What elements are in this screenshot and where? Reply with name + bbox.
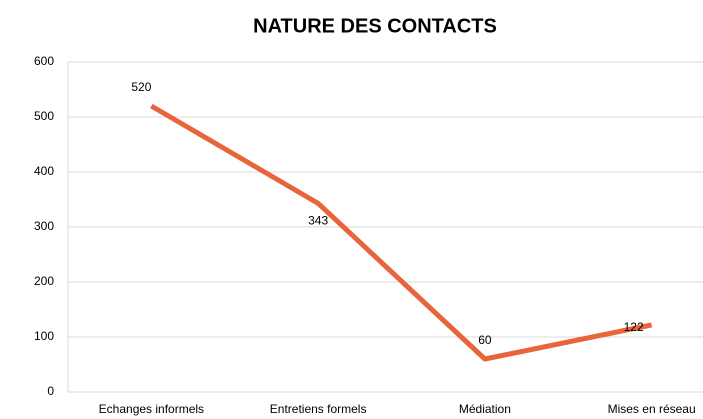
x-tick-label: Entretiens formels [270, 402, 367, 416]
y-tick-label: 0 [47, 384, 54, 398]
data-label: 520 [131, 80, 151, 94]
y-tick-label: 200 [34, 274, 54, 288]
line [150, 103, 653, 362]
y-tick-label: 500 [34, 109, 54, 123]
y-tick-label: 100 [34, 329, 54, 343]
y-tick-label: 600 [34, 54, 54, 68]
x-tick-label: Mises en réseau [608, 402, 696, 416]
data-label: 122 [624, 320, 644, 334]
data-label: 343 [308, 214, 328, 228]
x-tick-label: Médiation [459, 402, 511, 416]
data-label: 60 [478, 333, 492, 347]
y-tick-label: 400 [34, 164, 54, 178]
x-tick-label: Echanges informels [99, 402, 204, 416]
chart-title: NATURE DES CONTACTS [253, 15, 497, 37]
y-tick-label: 300 [34, 219, 54, 233]
